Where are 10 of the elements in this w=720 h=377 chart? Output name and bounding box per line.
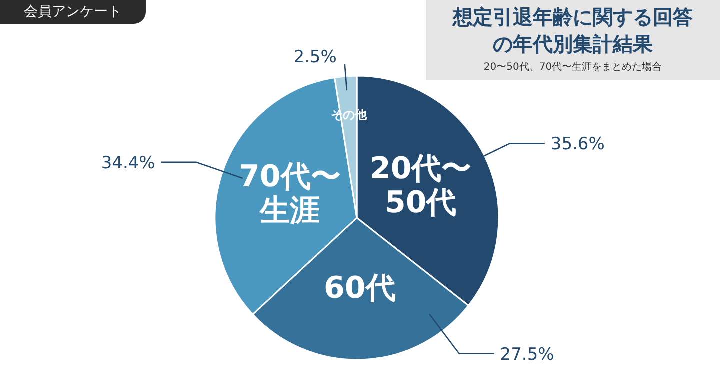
text: 会員アンケート: [0, 0, 146, 24]
chart-title: 想定引退年齢に関する回答の年代別集計結果: [453, 4, 693, 58]
data-label: 2.5%: [294, 47, 337, 68]
slice-label: 60代: [323, 270, 397, 306]
data-label: 35.6%: [550, 134, 605, 155]
data-label: 27.5%: [500, 344, 554, 365]
slice-label: 70代〜生涯: [238, 159, 342, 230]
text: 20〜50代、70代〜生涯をまとめた場合: [482, 60, 664, 74]
data-label: 34.4%: [101, 153, 156, 174]
slice-label: 20代〜50代: [368, 151, 473, 222]
